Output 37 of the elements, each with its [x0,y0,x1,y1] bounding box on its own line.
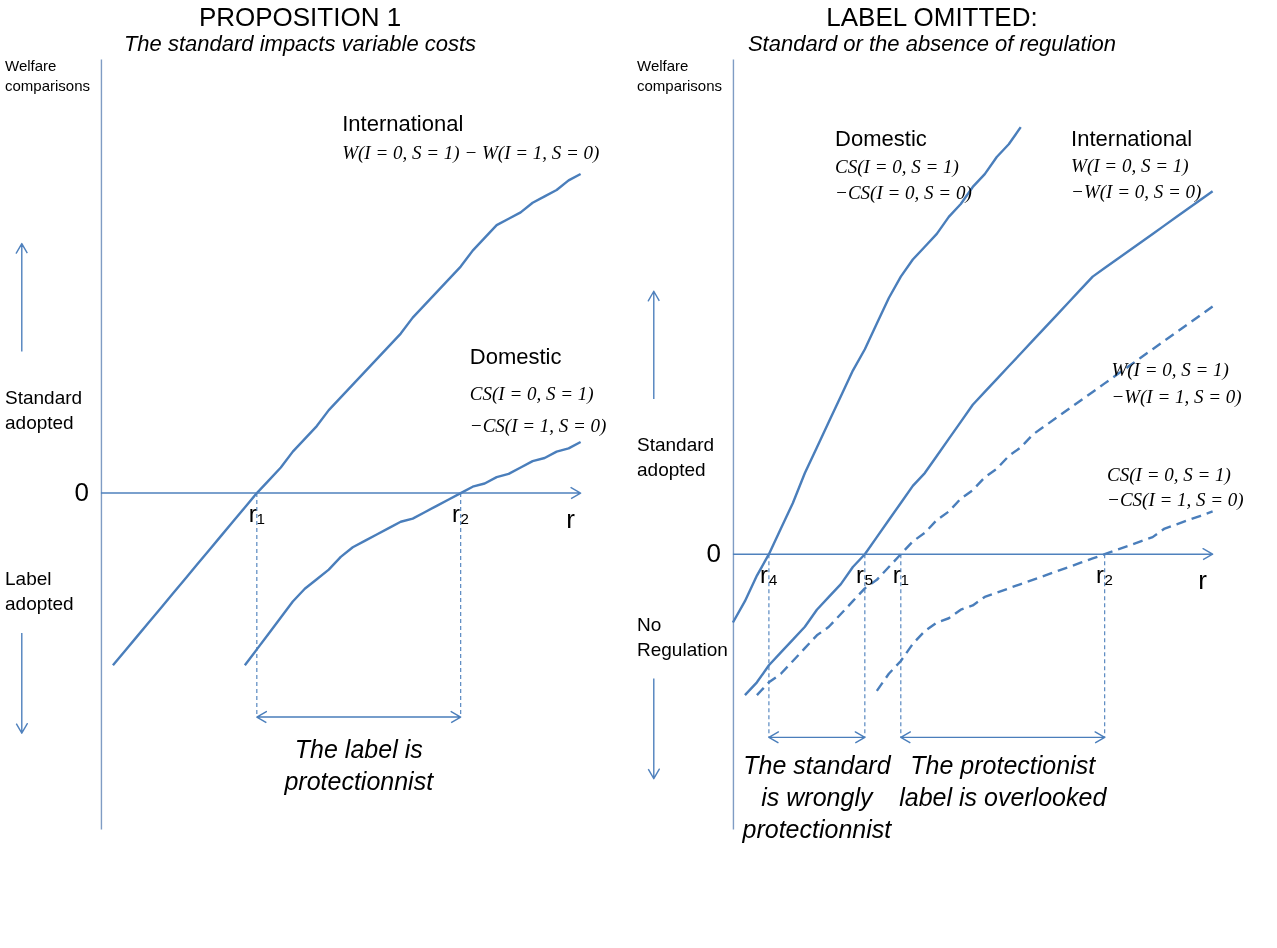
x-tick-label: r₂ [452,500,470,528]
text: The protectionist label is overlooked [899,751,1108,812]
chart-subtitle: The standard impacts variable costs [123,31,477,56]
annotation: W(I = 0, S = 1) [1111,359,1229,382]
x-axis-title: r [566,504,576,535]
annotation: Domestic [469,344,562,370]
annotation: CS(I = 0, S = 1) [469,382,594,405]
text: Standard adopted [637,434,715,481]
text: W(I = 0, S = 1) − W(I = 1, S = 0) [342,141,600,164]
x-tick-label: r₄ [760,561,778,589]
x-tick-label: r₁ [248,500,265,528]
x-tick-label: r₂ [1096,561,1114,589]
text: The standard is wrongly protectionnist [741,751,893,844]
text: Label adopted [5,568,74,615]
x-tick-label: r₁ [892,561,909,589]
annotation: −CS(I = 1, S = 0) [469,414,607,437]
text: 0 [706,538,721,569]
y-axis-title: Welfare comparisons [5,57,91,94]
x-tick-label: r₅ [856,561,874,589]
chart-title: PROPOSITION 1 [198,2,402,32]
annotation: W(I = 0, S = 1) [1071,155,1189,178]
annotation: −W(I = 1, S = 0) [1111,386,1242,409]
text: Standard adopted [5,386,83,433]
annotation: International [1071,126,1193,152]
text: The label is protectionnist [283,734,435,795]
y-axis-title: Welfare comparisons [637,57,723,94]
annotation: CS(I = 0, S = 1) [1107,463,1231,486]
text: No Regulation [637,613,728,660]
annotation: CS(I = 0, S = 1) [835,156,959,179]
x-axis-title: r [1198,565,1208,596]
chart-subtitle: Standard or the absence of regulation [747,31,1117,56]
annotation: −CS(I = 1, S = 0) [1107,489,1244,512]
annotation: Domestic [835,126,927,152]
text: 0 [74,477,89,508]
chart-title: LABEL OMITTED: [826,2,1038,32]
annotation: −W(I = 0, S = 0) [1071,181,1202,204]
text: International [342,110,464,136]
